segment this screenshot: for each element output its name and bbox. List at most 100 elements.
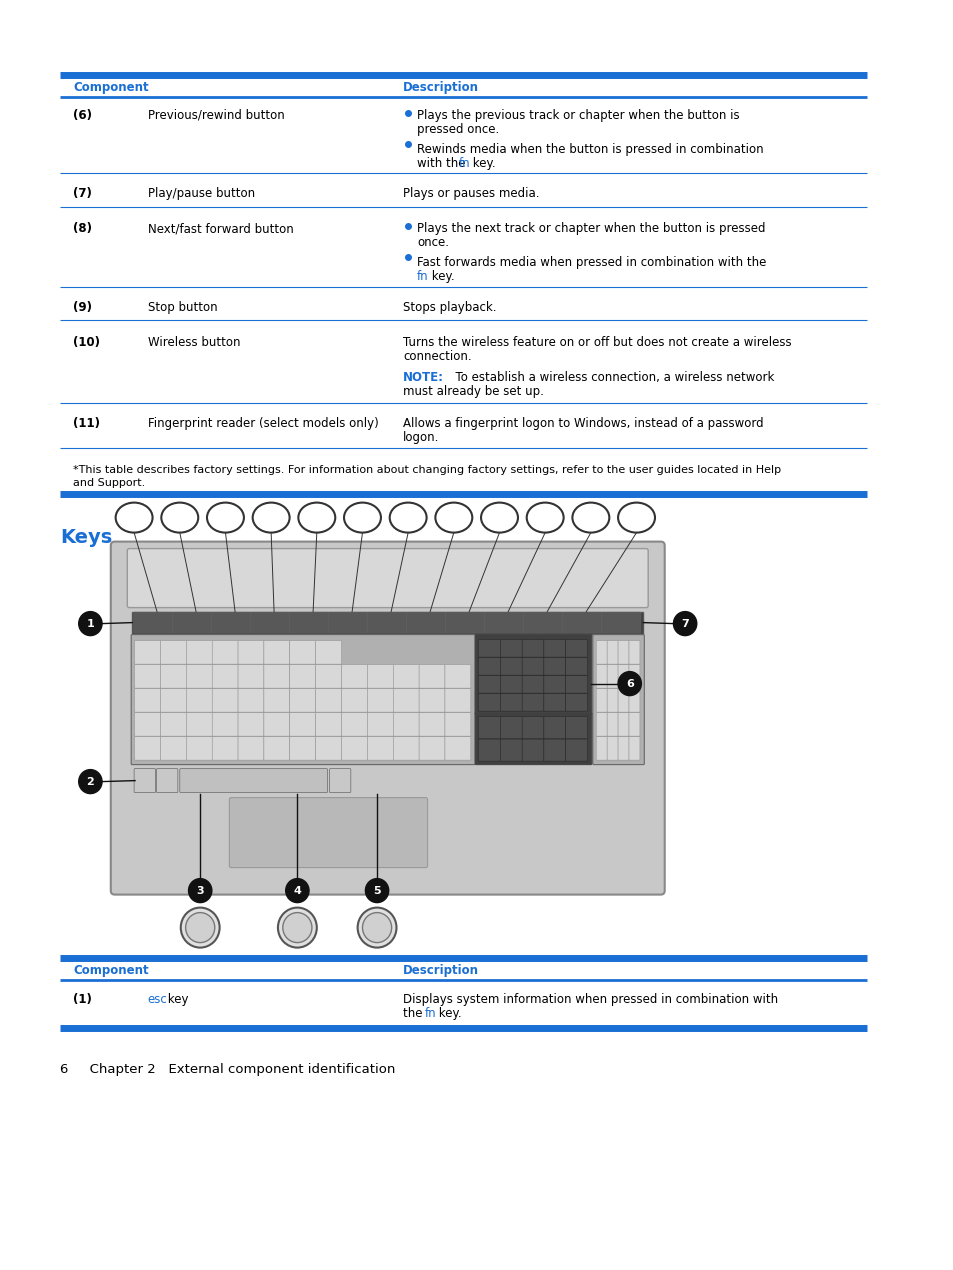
FancyBboxPatch shape <box>134 768 155 792</box>
FancyBboxPatch shape <box>290 664 315 688</box>
FancyBboxPatch shape <box>132 635 475 765</box>
FancyBboxPatch shape <box>521 693 543 711</box>
FancyBboxPatch shape <box>264 664 290 688</box>
FancyBboxPatch shape <box>212 688 238 712</box>
Text: Description: Description <box>403 81 478 94</box>
FancyBboxPatch shape <box>618 712 628 737</box>
Ellipse shape <box>115 503 152 532</box>
FancyBboxPatch shape <box>596 688 606 712</box>
Circle shape <box>357 908 396 947</box>
Text: 3: 3 <box>196 885 204 895</box>
FancyBboxPatch shape <box>500 676 521 693</box>
Text: (8): (8) <box>72 222 91 235</box>
FancyBboxPatch shape <box>418 737 444 761</box>
FancyBboxPatch shape <box>523 612 562 634</box>
Text: (7): (7) <box>72 188 91 201</box>
Text: 6     Chapter 2   External component identification: 6 Chapter 2 External component identific… <box>60 1063 395 1076</box>
Text: Description: Description <box>403 964 478 977</box>
FancyBboxPatch shape <box>543 640 565 657</box>
Ellipse shape <box>480 503 517 532</box>
FancyBboxPatch shape <box>543 676 565 693</box>
Text: Fingerprint reader (select models only): Fingerprint reader (select models only) <box>148 417 378 431</box>
Ellipse shape <box>298 503 335 532</box>
FancyBboxPatch shape <box>264 737 290 761</box>
FancyBboxPatch shape <box>186 640 212 664</box>
Text: Turns the wireless feature on or off but does not create a wireless: Turns the wireless feature on or off but… <box>403 335 791 349</box>
FancyBboxPatch shape <box>500 640 521 657</box>
FancyBboxPatch shape <box>500 658 521 676</box>
Text: once.: once. <box>416 236 449 249</box>
FancyBboxPatch shape <box>315 640 341 664</box>
FancyBboxPatch shape <box>418 664 444 688</box>
Text: Wireless button: Wireless button <box>148 335 240 349</box>
Text: fn: fn <box>458 156 470 170</box>
FancyBboxPatch shape <box>418 688 444 712</box>
FancyBboxPatch shape <box>212 712 238 737</box>
FancyBboxPatch shape <box>521 716 543 739</box>
Text: (10): (10) <box>72 335 100 349</box>
FancyBboxPatch shape <box>264 712 290 737</box>
FancyBboxPatch shape <box>521 676 543 693</box>
Circle shape <box>673 612 696 635</box>
Circle shape <box>186 913 214 942</box>
Text: 6: 6 <box>625 678 633 688</box>
FancyBboxPatch shape <box>406 612 445 634</box>
Text: *This table describes factory settings. For information about changing factory s: *This table describes factory settings. … <box>72 465 781 475</box>
Text: Play/pause button: Play/pause button <box>148 188 254 201</box>
Text: logon.: logon. <box>403 431 439 444</box>
FancyBboxPatch shape <box>393 737 418 761</box>
FancyBboxPatch shape <box>606 688 618 712</box>
FancyBboxPatch shape <box>484 612 523 634</box>
FancyBboxPatch shape <box>186 664 212 688</box>
Ellipse shape <box>344 503 380 532</box>
FancyBboxPatch shape <box>329 612 367 634</box>
Circle shape <box>282 913 312 942</box>
FancyBboxPatch shape <box>212 737 238 761</box>
FancyBboxPatch shape <box>606 664 618 688</box>
FancyBboxPatch shape <box>133 612 172 634</box>
FancyBboxPatch shape <box>478 640 500 657</box>
FancyBboxPatch shape <box>606 712 618 737</box>
FancyBboxPatch shape <box>543 739 565 761</box>
FancyBboxPatch shape <box>628 712 639 737</box>
FancyBboxPatch shape <box>238 688 264 712</box>
Text: fn: fn <box>424 1007 436 1020</box>
FancyBboxPatch shape <box>134 737 160 761</box>
Text: To establish a wireless connection, a wireless network: To establish a wireless connection, a wi… <box>448 371 774 384</box>
Ellipse shape <box>389 503 426 532</box>
FancyBboxPatch shape <box>134 712 160 737</box>
Text: Plays or pauses media.: Plays or pauses media. <box>403 188 539 201</box>
Circle shape <box>180 908 219 947</box>
FancyBboxPatch shape <box>160 664 186 688</box>
FancyBboxPatch shape <box>565 739 587 761</box>
FancyBboxPatch shape <box>290 640 315 664</box>
FancyBboxPatch shape <box>315 737 341 761</box>
Text: (11): (11) <box>72 417 100 431</box>
Text: Stops playback.: Stops playback. <box>403 301 497 314</box>
FancyBboxPatch shape <box>596 664 606 688</box>
Text: Rewinds media when the button is pressed in combination: Rewinds media when the button is pressed… <box>416 142 762 156</box>
FancyBboxPatch shape <box>238 640 264 664</box>
Text: key.: key. <box>427 271 454 283</box>
Text: Keys: Keys <box>60 527 112 546</box>
Circle shape <box>618 672 640 696</box>
FancyBboxPatch shape <box>212 640 238 664</box>
Text: 2: 2 <box>87 776 94 786</box>
FancyBboxPatch shape <box>475 635 591 715</box>
FancyBboxPatch shape <box>393 712 418 737</box>
FancyBboxPatch shape <box>341 737 367 761</box>
Text: 4: 4 <box>294 885 301 895</box>
FancyBboxPatch shape <box>341 712 367 737</box>
FancyBboxPatch shape <box>478 676 500 693</box>
FancyBboxPatch shape <box>290 712 315 737</box>
FancyBboxPatch shape <box>315 664 341 688</box>
FancyBboxPatch shape <box>521 640 543 657</box>
Ellipse shape <box>435 503 472 532</box>
FancyBboxPatch shape <box>315 712 341 737</box>
FancyBboxPatch shape <box>628 688 639 712</box>
FancyBboxPatch shape <box>111 541 664 894</box>
FancyBboxPatch shape <box>160 688 186 712</box>
Ellipse shape <box>526 503 563 532</box>
FancyBboxPatch shape <box>606 737 618 761</box>
FancyBboxPatch shape <box>565 676 587 693</box>
